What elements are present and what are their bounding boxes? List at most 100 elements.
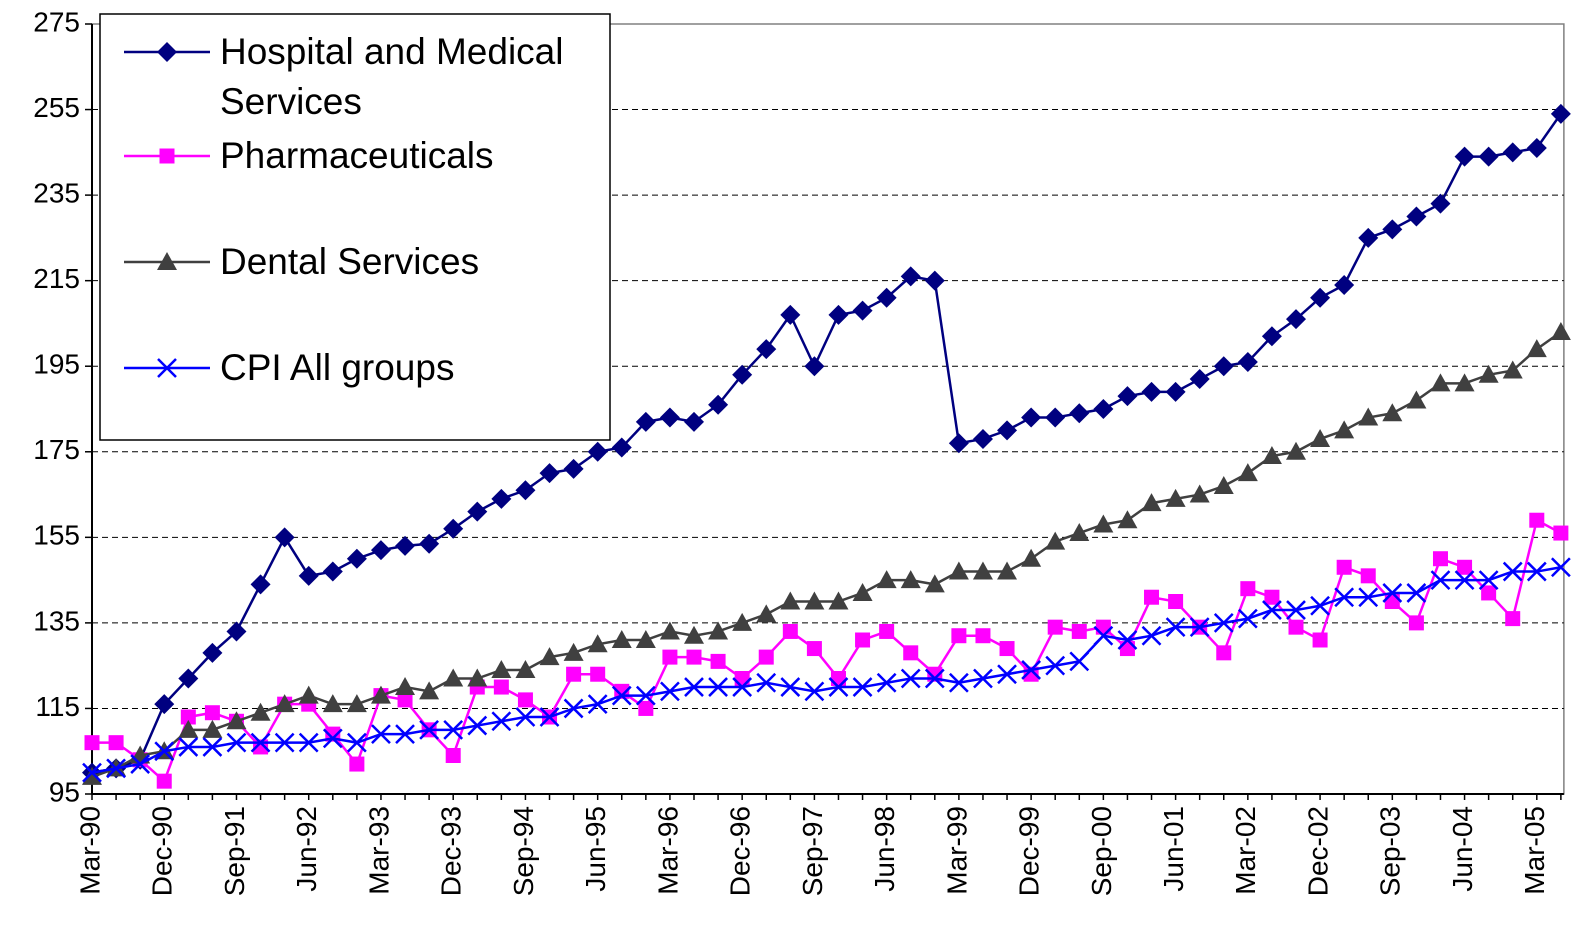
- marker: [491, 711, 512, 732]
- x-tick-label: Dec-02: [1302, 806, 1333, 896]
- marker: [539, 707, 560, 727]
- marker: [732, 612, 753, 631]
- marker: [419, 681, 440, 700]
- marker: [1286, 441, 1306, 460]
- marker: [1021, 407, 1042, 428]
- marker: [1045, 407, 1066, 428]
- marker: [587, 694, 608, 715]
- marker: [106, 758, 126, 779]
- marker: [1117, 510, 1138, 529]
- marker: [178, 668, 199, 689]
- marker: [298, 685, 319, 704]
- marker: [1261, 326, 1282, 347]
- marker: [397, 692, 413, 708]
- marker: [346, 548, 367, 569]
- marker: [298, 732, 319, 753]
- marker: [563, 698, 584, 719]
- marker: [1165, 488, 1186, 507]
- marker: [734, 671, 750, 686]
- marker: [611, 630, 632, 648]
- marker: [250, 732, 271, 753]
- marker: [130, 754, 151, 774]
- marker: [635, 411, 656, 432]
- y-tick-label: 175: [33, 434, 80, 465]
- marker: [708, 677, 728, 697]
- marker: [419, 719, 440, 740]
- marker: [563, 458, 584, 479]
- marker: [635, 630, 656, 648]
- marker: [1553, 525, 1569, 541]
- marker: [1505, 611, 1521, 627]
- marker: [1093, 399, 1114, 419]
- marker: [1430, 570, 1451, 590]
- marker: [1141, 493, 1162, 512]
- marker: [467, 668, 488, 687]
- y-tick-label: 95: [49, 776, 80, 807]
- series-line: [91, 566, 1562, 774]
- marker: [1021, 660, 1042, 680]
- marker: [226, 711, 247, 730]
- marker: [1286, 600, 1306, 620]
- marker: [517, 692, 533, 708]
- marker: [1288, 619, 1304, 635]
- marker: [156, 773, 172, 789]
- x-tick-label: Sep-91: [219, 806, 250, 896]
- marker: [445, 748, 461, 763]
- marker: [732, 364, 753, 385]
- marker: [1358, 227, 1379, 248]
- y-tick-label: 275: [33, 6, 80, 37]
- marker: [84, 735, 100, 751]
- marker: [515, 659, 536, 678]
- x-tick-label: Jun-04: [1447, 806, 1478, 892]
- marker: [443, 719, 464, 740]
- marker: [108, 735, 124, 751]
- legend-marker: [157, 42, 177, 62]
- marker: [226, 732, 247, 753]
- marker: [997, 420, 1018, 441]
- marker: [1406, 583, 1427, 603]
- marker: [997, 561, 1018, 580]
- marker: [1408, 615, 1424, 631]
- x-tick-label: Sep-03: [1375, 806, 1406, 896]
- x-tick-label: Dec-99: [1014, 806, 1045, 896]
- marker: [852, 300, 873, 321]
- marker: [1334, 274, 1355, 295]
- marker: [349, 756, 365, 772]
- x-tick-label: Sep-00: [1086, 806, 1117, 896]
- marker: [1021, 548, 1042, 567]
- marker: [1095, 619, 1111, 635]
- marker: [684, 625, 704, 644]
- legend-marker: [159, 148, 175, 164]
- marker: [1165, 617, 1186, 638]
- legend-label: Dental Services: [220, 241, 480, 282]
- marker: [515, 707, 536, 727]
- marker: [250, 702, 271, 721]
- marker: [370, 540, 391, 561]
- marker: [951, 628, 967, 644]
- marker: [1430, 373, 1451, 392]
- marker: [684, 677, 704, 697]
- marker: [876, 287, 897, 308]
- marker: [1310, 595, 1330, 616]
- marker: [659, 407, 680, 428]
- marker: [708, 394, 729, 415]
- marker: [1141, 625, 1162, 646]
- marker: [804, 356, 825, 377]
- marker: [202, 642, 223, 663]
- marker: [346, 694, 367, 713]
- marker: [82, 762, 102, 783]
- marker: [804, 681, 825, 702]
- marker: [999, 641, 1015, 657]
- legend-label: Pharmaceuticals: [220, 135, 494, 176]
- marker: [1529, 512, 1545, 528]
- marker: [828, 677, 849, 697]
- y-tick-label: 255: [33, 92, 80, 123]
- marker: [756, 604, 777, 623]
- marker: [419, 533, 440, 554]
- marker: [539, 463, 560, 484]
- marker: [900, 266, 921, 287]
- marker: [1045, 655, 1066, 676]
- marker: [828, 591, 849, 610]
- marker: [154, 741, 175, 762]
